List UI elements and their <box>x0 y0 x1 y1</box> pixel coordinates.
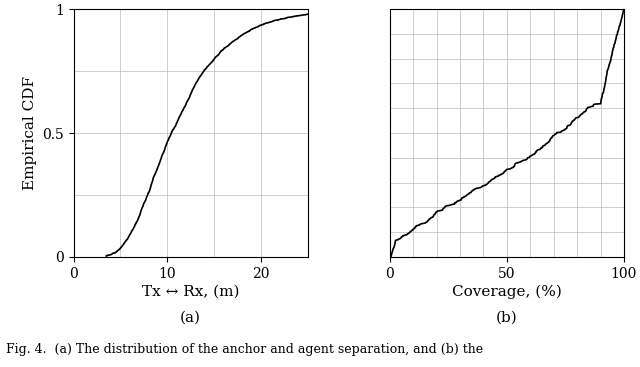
Text: (a): (a) <box>180 310 201 324</box>
X-axis label: Tx ↔ Rx, (m): Tx ↔ Rx, (m) <box>142 285 239 299</box>
Text: Fig. 4.  (a) The distribution of the anchor and agent separation, and (b) the: Fig. 4. (a) The distribution of the anch… <box>6 343 484 356</box>
Text: (b): (b) <box>496 310 518 324</box>
Y-axis label: Empirical CDF: Empirical CDF <box>22 76 36 190</box>
X-axis label: Coverage, (%): Coverage, (%) <box>452 285 562 299</box>
